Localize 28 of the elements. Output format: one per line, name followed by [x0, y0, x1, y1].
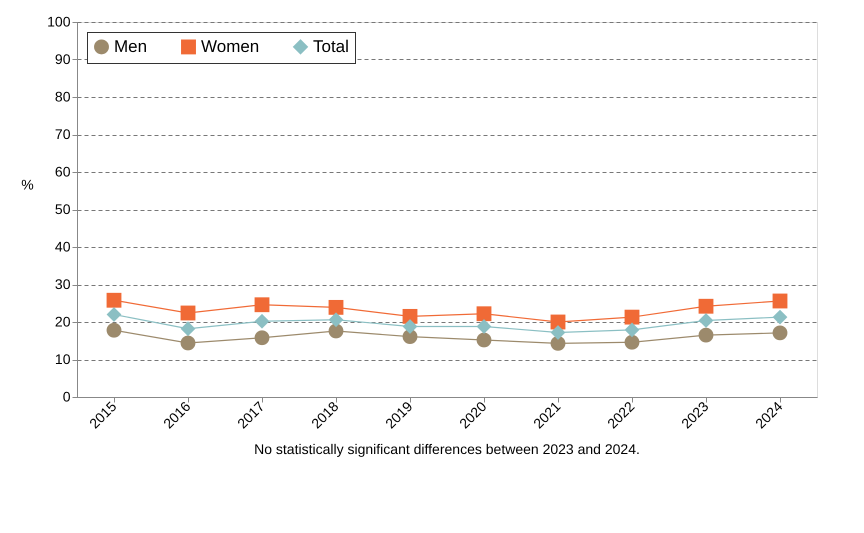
point: [772, 294, 788, 308]
y-tick-label: 80: [54, 88, 71, 104]
y-tick-label: 40: [54, 238, 71, 254]
text: No statistically significant differences between 2023 and 2024.: [254, 440, 640, 457]
y-tick-label: 60: [54, 164, 71, 180]
point: [772, 310, 788, 325]
legend-label: Total: [313, 36, 349, 56]
y-axis-title: %: [21, 176, 34, 192]
legend-label: Men: [114, 36, 148, 56]
point: [698, 328, 714, 343]
point: [328, 300, 344, 315]
point: [180, 306, 196, 320]
point: [106, 292, 122, 308]
y-tick-label: 0: [62, 388, 71, 404]
point: [772, 325, 788, 340]
y-tick-label: 10: [54, 351, 71, 367]
point: [624, 310, 640, 325]
point: [254, 330, 270, 346]
legend-label: Women: [201, 36, 260, 56]
y-tick-label: 90: [54, 51, 71, 67]
point: [698, 298, 714, 314]
point: [254, 297, 270, 312]
y-tick-label: 30: [54, 276, 71, 292]
y-tick-label: 70: [54, 126, 71, 142]
y-tick-label: 20: [54, 314, 71, 330]
point: [106, 322, 122, 338]
y-tick-label: 100: [47, 14, 71, 30]
y-tick-label: 50: [54, 201, 71, 217]
